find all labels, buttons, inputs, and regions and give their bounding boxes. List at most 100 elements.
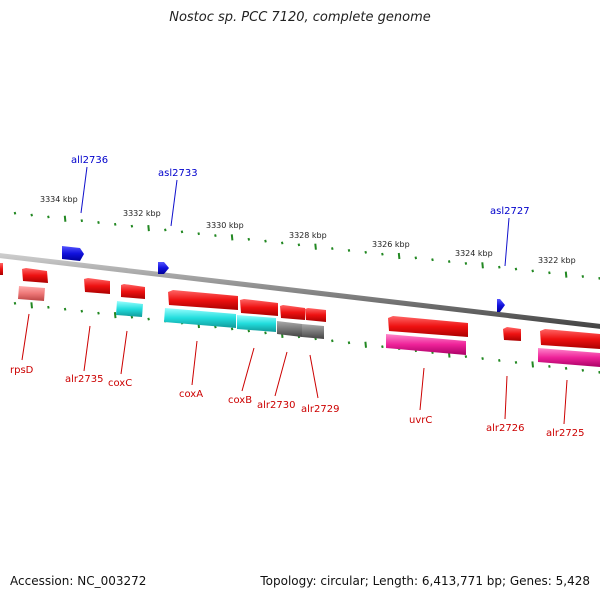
- scale-tick-minor: [47, 305, 50, 309]
- scale-tick-minor: [47, 215, 50, 219]
- scale-tick-minor: [113, 222, 117, 226]
- gene-label-asl2733[interactable]: asl2733: [158, 168, 198, 179]
- gene-label-alr2735[interactable]: alr2735: [65, 374, 103, 385]
- gene-red-8[interactable]: [540, 329, 600, 349]
- leader-line: [241, 347, 255, 392]
- gene-label-alr2725[interactable]: alr2725: [546, 428, 584, 439]
- gene-asl2727[interactable]: [497, 299, 505, 312]
- gene-asl2733[interactable]: [158, 262, 169, 274]
- accession-text: Accession: NC_003272: [10, 574, 147, 588]
- scale-tick-major: [314, 243, 317, 250]
- scale-tick-minor: [63, 307, 67, 311]
- gene-alr-red-2[interactable]: [121, 284, 145, 299]
- scale-tick-minor: [130, 224, 134, 228]
- gene-red-7[interactable]: [388, 316, 468, 337]
- gene-alr2730[interactable]: [277, 321, 302, 337]
- gene-red-4[interactable]: [240, 299, 278, 316]
- scale-tick-minor: [381, 252, 384, 256]
- scale-tick-minor: [514, 267, 518, 271]
- scale-tick-minor: [80, 219, 84, 223]
- scale-tick-major: [397, 252, 401, 260]
- scale-tick-minor: [364, 250, 367, 254]
- scale-tick-minor: [13, 211, 17, 215]
- gene-label-coxB[interactable]: coxB: [228, 395, 252, 406]
- gene-label-alr2730[interactable]: alr2730: [257, 400, 295, 411]
- gene-alr2735[interactable]: [84, 278, 110, 294]
- scale-tick-minor: [498, 359, 501, 362]
- gene-red-3[interactable]: [168, 290, 238, 310]
- leader-line: [274, 351, 288, 397]
- scale-tick-major: [63, 215, 67, 222]
- gene-coxA[interactable]: [164, 308, 236, 328]
- gene-coxC[interactable]: [116, 301, 143, 317]
- gene-label-alr2726[interactable]: alr2726: [486, 423, 524, 434]
- leader-line: [563, 379, 568, 425]
- gene-alr2729[interactable]: [302, 324, 324, 339]
- scale-tick-minor: [548, 271, 551, 275]
- gene-label-coxA[interactable]: coxA: [179, 389, 203, 400]
- scale-tick-minor: [347, 341, 351, 345]
- gene-all2736[interactable]: [62, 246, 84, 261]
- scale-tick-major: [481, 262, 484, 269]
- leader-line: [504, 217, 510, 267]
- scale-tick-minor: [247, 237, 251, 241]
- scale-label: 3332 kbp: [123, 209, 161, 218]
- scale-tick-minor: [481, 357, 484, 360]
- gene-red-5[interactable]: [280, 305, 305, 320]
- scale-tick-major: [564, 271, 568, 278]
- leader-line: [504, 375, 508, 420]
- scale-label: 3324 kbp: [455, 249, 493, 258]
- scale-tick-minor: [214, 234, 217, 237]
- leader-line: [80, 166, 88, 214]
- scale-tick-minor: [80, 309, 84, 313]
- scale-tick-minor: [581, 275, 585, 278]
- gene-label-asl2727[interactable]: asl2727: [490, 206, 530, 217]
- gene-alr2725[interactable]: [538, 348, 600, 367]
- scale-tick-minor: [581, 368, 585, 372]
- scale-tick-minor: [264, 239, 267, 243]
- scale-tick-major: [364, 341, 367, 348]
- scale-tick-minor: [164, 228, 167, 232]
- scale-tick-minor: [464, 262, 468, 265]
- scale-tick-minor: [130, 315, 134, 319]
- gene-red-6[interactable]: [305, 308, 326, 322]
- gene-alr2726[interactable]: [503, 327, 521, 341]
- scale-tick-minor: [531, 269, 534, 273]
- gene-label-alr2729[interactable]: alr2729: [301, 404, 339, 415]
- gene-label-all2736[interactable]: all2736: [71, 155, 108, 166]
- gene-red-1[interactable]: [22, 268, 48, 283]
- genome-summary-text: Topology: circular; Length: 6,413,771 bp…: [260, 574, 590, 588]
- gene-rpsD[interactable]: [18, 286, 45, 301]
- scale-tick-minor: [247, 329, 251, 333]
- scale-tick-minor: [331, 339, 334, 343]
- scale-tick-minor: [264, 331, 267, 335]
- gene-left-partial[interactable]: [0, 263, 3, 275]
- scale-tick-minor: [347, 248, 351, 252]
- scale-tick-major: [30, 302, 33, 309]
- scale-tick-minor: [230, 327, 234, 331]
- scale-track-upper: [13, 211, 600, 280]
- scale-tick-minor: [414, 256, 418, 260]
- scale-label: 3328 kbp: [289, 231, 327, 240]
- scale-tick-minor: [431, 258, 434, 262]
- scale-label: 3330 kbp: [206, 221, 244, 230]
- scale-tick-minor: [280, 241, 284, 245]
- gene-label-uvrC[interactable]: uvrC: [409, 415, 432, 426]
- scale-label: 3334 kbp: [40, 195, 78, 204]
- scale-tick-minor: [331, 247, 334, 251]
- leader-line: [83, 325, 91, 372]
- leader-line: [309, 354, 319, 399]
- scale-tick-major: [230, 234, 234, 241]
- gene-uvrC[interactable]: [386, 334, 466, 355]
- gene-label-rpsD[interactable]: rpsD: [10, 365, 34, 376]
- gene-coxB[interactable]: [237, 315, 276, 332]
- leader-line: [21, 313, 30, 361]
- scale-tick-minor: [381, 345, 384, 349]
- scale-tick-minor: [197, 232, 200, 236]
- gene-label-coxC[interactable]: coxC: [108, 378, 132, 389]
- page-title: Nostoc sp. PCC 7120, complete genome: [169, 10, 431, 25]
- scale-tick-minor: [97, 221, 100, 224]
- scale-tick-minor: [13, 301, 17, 305]
- leader-line: [419, 367, 425, 411]
